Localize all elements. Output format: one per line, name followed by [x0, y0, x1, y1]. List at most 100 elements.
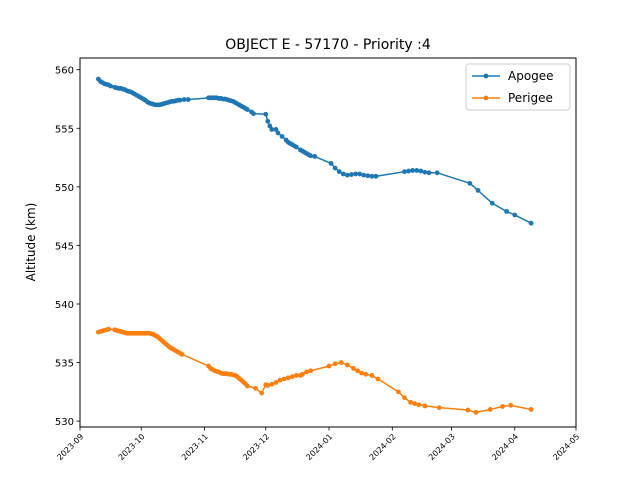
- data-point: [285, 375, 291, 381]
- data-point: [181, 97, 187, 102]
- series-apogee: [95, 76, 534, 226]
- data-point: [528, 407, 534, 412]
- data-point: [312, 154, 318, 159]
- data-point: [332, 165, 338, 171]
- data-point: [259, 390, 265, 396]
- data-point: [349, 172, 354, 177]
- data-point: [106, 326, 111, 332]
- data-point: [434, 170, 440, 176]
- data-point: [344, 172, 350, 178]
- data-point: [500, 404, 505, 409]
- data-point: [185, 97, 191, 102]
- data-point: [508, 402, 514, 408]
- data-point: [355, 368, 360, 374]
- data-point: [263, 111, 269, 117]
- data-point: [363, 371, 369, 377]
- data-point: [293, 373, 299, 378]
- data-point: [410, 168, 416, 173]
- data-point: [375, 376, 381, 382]
- data-point: [426, 170, 432, 176]
- data-point: [351, 366, 356, 371]
- data-point: [422, 169, 428, 175]
- data-point: [422, 403, 428, 409]
- data-point: [402, 169, 407, 175]
- data-point: [269, 381, 275, 387]
- data-point: [414, 168, 420, 173]
- data-point: [265, 383, 271, 388]
- y-tick-label: 555: [55, 124, 74, 135]
- y-tick-label: 535: [55, 359, 74, 370]
- data-point: [369, 373, 375, 378]
- y-tick-label: 550: [55, 183, 74, 194]
- y-axis-label: Altitude (km): [24, 203, 38, 282]
- data-point: [253, 385, 258, 391]
- data-point: [465, 407, 471, 413]
- legend-marker: [483, 73, 489, 79]
- data-point: [267, 123, 273, 129]
- data-point: [361, 172, 367, 178]
- data-point: [353, 171, 358, 177]
- y-tick-label: 560: [55, 66, 74, 77]
- data-point: [487, 407, 493, 412]
- data-point: [273, 127, 279, 132]
- data-point: [279, 134, 285, 139]
- data-point: [365, 173, 371, 179]
- data-point: [504, 209, 510, 214]
- data-point: [359, 370, 365, 376]
- data-point: [265, 118, 271, 124]
- legend-label: Apogee: [508, 69, 554, 83]
- chart-title: OBJECT E - 57170 - Priority :4: [225, 37, 431, 53]
- data-point: [326, 363, 332, 369]
- data-point: [179, 351, 185, 357]
- data-point: [273, 380, 279, 385]
- data-point: [512, 212, 518, 218]
- data-point: [304, 369, 309, 375]
- data-point: [177, 97, 183, 103]
- data-point: [340, 171, 346, 177]
- data-point: [373, 173, 379, 179]
- data-point: [396, 389, 401, 395]
- data-point: [108, 83, 114, 89]
- data-point: [293, 144, 299, 150]
- legend-label: Perigee: [508, 91, 553, 105]
- data-point: [473, 409, 479, 415]
- data-point: [308, 153, 314, 159]
- data-point: [269, 127, 275, 132]
- data-point: [332, 361, 338, 367]
- data-point: [436, 405, 442, 411]
- data-point: [357, 171, 363, 177]
- data-point: [528, 220, 534, 226]
- data-point: [369, 173, 375, 179]
- data-point: [338, 360, 344, 365]
- data-point: [275, 130, 281, 136]
- data-point: [308, 368, 314, 374]
- series-perigee: [95, 326, 534, 415]
- plot-frame: [79, 57, 577, 428]
- legend-item-apogee: Apogee: [472, 69, 554, 83]
- data-point: [418, 168, 424, 174]
- data-point: [475, 187, 481, 193]
- y-tick-label: 530: [55, 417, 74, 428]
- data-point: [328, 161, 334, 166]
- y-tick-label: 545: [55, 241, 74, 252]
- data-point: [277, 377, 283, 383]
- data-point: [489, 200, 495, 206]
- data-point: [289, 374, 295, 380]
- data-point: [467, 180, 473, 186]
- legend-marker: [483, 95, 489, 101]
- plot-series: [95, 76, 534, 415]
- data-point: [416, 402, 422, 408]
- data-point: [281, 376, 287, 382]
- data-point: [244, 107, 250, 112]
- data-point: [344, 362, 350, 368]
- legend-item-perigee: Perigee: [472, 91, 553, 105]
- data-point: [300, 371, 305, 377]
- data-point: [251, 111, 256, 117]
- data-point: [336, 169, 342, 175]
- y-tick-label: 540: [55, 300, 74, 311]
- data-point: [244, 383, 250, 389]
- data-point: [412, 401, 418, 406]
- data-point: [406, 168, 412, 174]
- legend: Apogee Perigee: [465, 63, 571, 111]
